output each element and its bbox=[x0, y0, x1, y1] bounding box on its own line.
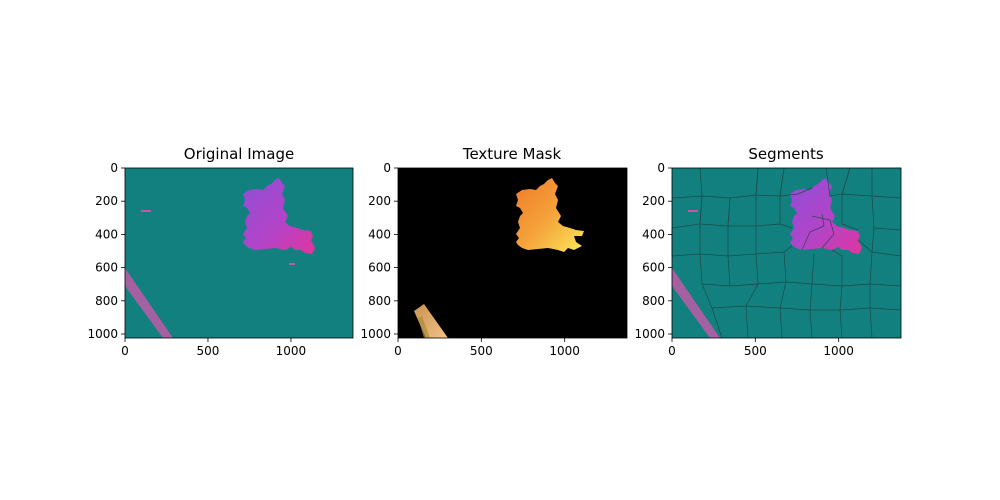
y-tick-label: 200 bbox=[95, 194, 118, 208]
segment-boundaries bbox=[671, 167, 902, 339]
image-frame bbox=[124, 167, 354, 339]
x-axis: 0 500 1000 bbox=[668, 338, 854, 358]
pink-diagonal-strip bbox=[672, 268, 720, 338]
y-tick-label: 1000 bbox=[634, 327, 665, 341]
small-texture-speck bbox=[141, 210, 151, 212]
x-tick-label: 1000 bbox=[549, 344, 580, 358]
small-texture-speck bbox=[688, 210, 698, 212]
panel-original-image: Original Image 0 500 1000 0 200 400 600 800 100… bbox=[87, 145, 354, 358]
y-tick-label: 600 bbox=[642, 261, 665, 275]
panel-segments: Segments bbox=[634, 145, 902, 358]
x-tick-label: 0 bbox=[121, 344, 129, 358]
small-texture-speck bbox=[289, 263, 295, 265]
mask-blob bbox=[516, 178, 584, 252]
y-tick-label: 800 bbox=[95, 294, 118, 308]
y-axis: 0 200 400 600 800 1000 bbox=[360, 161, 398, 341]
image-background bbox=[672, 168, 901, 338]
y-tick-label: 0 bbox=[657, 161, 665, 175]
y-tick-label: 0 bbox=[110, 161, 118, 175]
image-frame bbox=[397, 167, 628, 339]
image-frame bbox=[671, 167, 902, 339]
panel-title: Segments bbox=[748, 145, 824, 163]
y-tick-label: 1000 bbox=[87, 327, 118, 341]
y-tick-label: 0 bbox=[383, 161, 391, 175]
panel-title: Original Image bbox=[184, 145, 294, 163]
y-tick-label: 200 bbox=[368, 194, 391, 208]
image-area bbox=[125, 168, 353, 338]
pink-diagonal-strip bbox=[125, 268, 173, 338]
x-tick-label: 500 bbox=[470, 344, 493, 358]
image-area bbox=[671, 167, 902, 339]
x-axis: 0 500 1000 bbox=[121, 338, 306, 358]
x-tick-label: 500 bbox=[197, 344, 220, 358]
panel-texture-mask: Texture Mask 0 500 1000 0 200 400 600 800 1000 bbox=[360, 145, 628, 358]
panel-title: Texture Mask bbox=[462, 145, 562, 163]
y-tick-label: 200 bbox=[642, 194, 665, 208]
image-area bbox=[398, 168, 627, 338]
y-tick-label: 400 bbox=[642, 227, 665, 241]
x-tick-label: 1000 bbox=[823, 344, 854, 358]
x-tick-label: 1000 bbox=[276, 344, 307, 358]
x-tick-label: 500 bbox=[744, 344, 767, 358]
y-tick-label: 1000 bbox=[360, 327, 391, 341]
image-background bbox=[125, 168, 353, 338]
texture-blob bbox=[790, 178, 862, 254]
y-tick-label: 800 bbox=[642, 294, 665, 308]
tan-mask-strip-shadow bbox=[418, 316, 430, 338]
y-axis: 0 200 400 600 800 1000 bbox=[87, 161, 125, 341]
x-tick-label: 0 bbox=[394, 344, 402, 358]
y-axis: 0 200 400 600 800 1000 bbox=[634, 161, 672, 341]
texture-blob bbox=[243, 178, 315, 254]
y-tick-label: 600 bbox=[95, 261, 118, 275]
y-tick-label: 600 bbox=[368, 261, 391, 275]
y-tick-label: 400 bbox=[368, 227, 391, 241]
y-tick-label: 400 bbox=[95, 227, 118, 241]
y-tick-label: 800 bbox=[368, 294, 391, 308]
x-tick-label: 0 bbox=[668, 344, 676, 358]
x-axis: 0 500 1000 bbox=[394, 338, 580, 358]
image-background bbox=[398, 168, 627, 338]
